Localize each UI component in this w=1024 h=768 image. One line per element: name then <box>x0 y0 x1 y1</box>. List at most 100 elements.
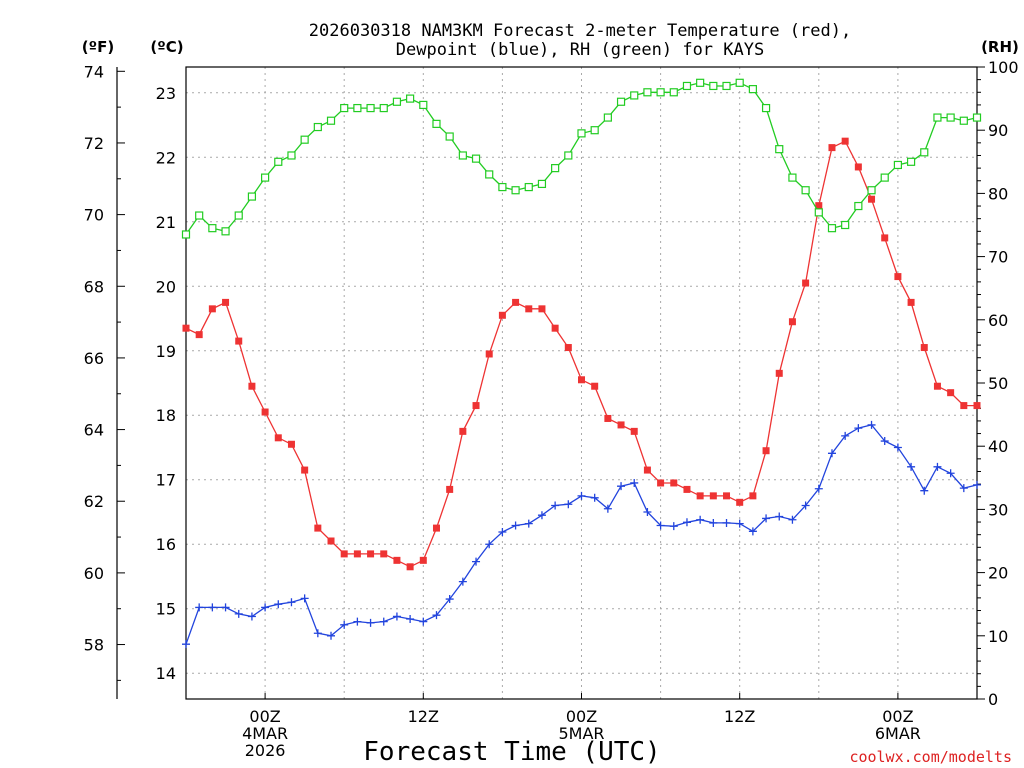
fahrenheit-unit-label: (ºF) <box>82 38 114 56</box>
data-point <box>392 612 401 621</box>
data-point <box>353 617 362 626</box>
data-point <box>761 103 771 113</box>
data-point <box>432 611 441 620</box>
data-point <box>274 600 283 609</box>
data-point <box>617 482 626 491</box>
data-point <box>893 443 902 452</box>
data-point <box>221 603 230 612</box>
data-point <box>906 157 916 166</box>
data-point <box>525 305 533 313</box>
axes: 14 15 16 17 18 19 20 21 22 23 58 60 62 64 66 68 70 72 74 0 1… <box>84 58 1019 760</box>
data-point <box>485 350 493 358</box>
data-point <box>841 431 850 440</box>
data-point <box>327 631 336 640</box>
data-point <box>841 137 849 145</box>
data-point <box>379 617 388 626</box>
data-point <box>287 151 296 160</box>
data-point <box>894 273 902 281</box>
data-point <box>221 227 230 236</box>
data-point <box>643 507 652 516</box>
data-point <box>551 501 560 510</box>
data-point <box>854 201 863 211</box>
data-point <box>591 382 599 390</box>
data-point <box>247 192 257 201</box>
series-relative-humidity <box>181 78 982 239</box>
data-point <box>208 305 216 313</box>
data-point <box>604 414 612 422</box>
celsius-tick-label: 18 <box>156 406 176 425</box>
data-point <box>313 122 322 132</box>
data-point <box>301 466 309 474</box>
x-tick-label: 12Z <box>408 707 439 726</box>
data-point <box>630 427 638 435</box>
credit-link[interactable]: coolwx.com/modelts <box>849 748 1012 766</box>
data-point <box>946 113 955 122</box>
x-tick-label: 2026 <box>245 741 286 760</box>
celsius-tick-label: 15 <box>156 600 176 619</box>
data-point <box>762 514 771 523</box>
rh-tick-label: 70 <box>988 248 1008 267</box>
series-dewpoint <box>182 420 981 649</box>
fahrenheit-tick-label: 68 <box>84 277 104 296</box>
data-point <box>406 563 414 571</box>
data-point <box>801 186 810 195</box>
data-point <box>234 609 243 618</box>
celsius-tick-label: 21 <box>156 213 176 232</box>
celsius-tick-label: 14 <box>156 664 176 683</box>
celsius-unit-label: (ºC) <box>150 38 183 56</box>
data-point <box>287 440 295 448</box>
data-point <box>564 151 573 160</box>
data-point <box>485 540 494 549</box>
x-tick-label: 5MAR <box>558 724 604 743</box>
data-point <box>868 195 876 203</box>
data-point <box>353 550 361 558</box>
data-point <box>736 498 744 506</box>
fahrenheit-tick-label: 60 <box>84 564 104 583</box>
data-point <box>814 484 823 493</box>
x-tick-label: 4MAR <box>242 724 288 743</box>
data-point <box>379 103 388 113</box>
rh-unit-label: (RH) <box>981 38 1019 56</box>
data-point <box>195 603 204 612</box>
x-axis-label: Forecast Time (UTC) <box>363 737 660 767</box>
data-point <box>459 427 467 435</box>
x-tick-label: 00Z <box>882 707 913 726</box>
data-point <box>854 424 863 433</box>
data-point <box>775 369 783 377</box>
data-point <box>801 501 810 510</box>
data-point <box>960 402 968 410</box>
data-point <box>656 88 665 97</box>
data-point <box>498 182 507 192</box>
data-point <box>393 556 401 564</box>
data-point <box>208 603 217 612</box>
data-point <box>880 437 889 446</box>
data-point <box>682 81 692 91</box>
data-point <box>446 485 454 493</box>
data-point <box>181 230 191 239</box>
x-tick-label: 12Z <box>724 707 755 726</box>
data-point <box>748 527 757 536</box>
data-point <box>551 164 560 173</box>
data-point <box>471 154 481 163</box>
data-point <box>234 211 243 220</box>
x-tick-label: 6MAR <box>875 724 921 743</box>
data-point <box>419 100 428 110</box>
data-point <box>511 521 520 530</box>
data-point <box>261 173 270 182</box>
data-point <box>933 382 941 390</box>
data-point <box>472 557 481 566</box>
rh-tick-label: 20 <box>988 564 1008 583</box>
data-point <box>340 103 349 113</box>
data-point <box>696 515 705 524</box>
data-point <box>933 462 942 471</box>
rh-tick-label: 60 <box>988 311 1008 330</box>
data-point <box>748 85 757 94</box>
data-point <box>814 208 823 217</box>
rh-tick-label: 50 <box>988 374 1008 393</box>
data-point <box>287 598 296 607</box>
data-point <box>603 113 612 122</box>
celsius-tick-label: 17 <box>156 471 176 490</box>
data-point <box>696 78 705 87</box>
data-point <box>815 202 823 210</box>
data-point <box>670 479 678 487</box>
